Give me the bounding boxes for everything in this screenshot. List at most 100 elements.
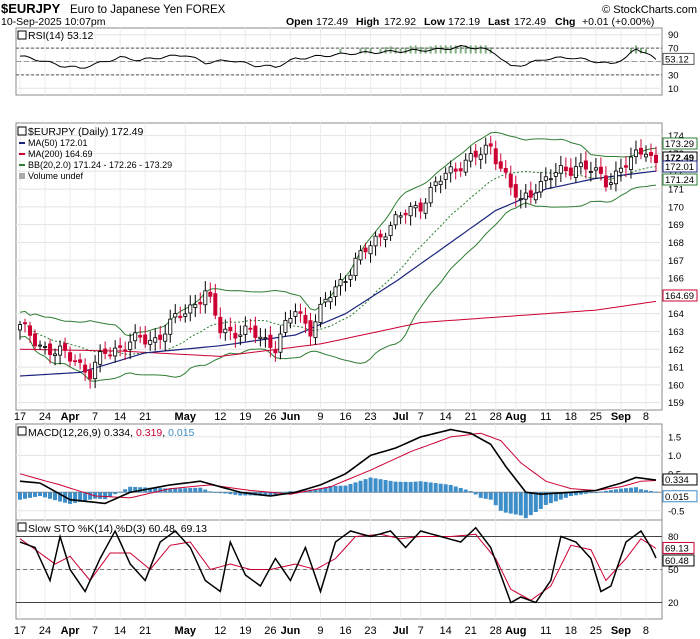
rsi-last-tag [662,52,695,65]
sto-tick-label: 80 [668,532,679,543]
macd-histogram-bar [398,481,403,493]
macd-histogram-bar [113,492,118,495]
candle-body [463,159,468,173]
candle-body [328,297,333,303]
date-axis-label: Aug [505,411,526,423]
candle-body [488,143,493,147]
symbol-title: $EURJPY [1,1,61,16]
sto-legend: Slow STO %K(14) %D(3) 60.48, 69.13 [17,522,207,535]
candle-body [158,334,163,340]
candle-body [478,154,483,160]
date-axis-label: 19 [239,411,251,423]
candle-body [648,152,653,156]
price-tick-label: 169 [668,220,684,231]
macd-histogram-bar [388,480,393,493]
svg-text:Slow STO %K(14) %D(3) 60.48, 6: Slow STO %K(14) %D(3) 60.48, 69.13 [28,523,207,535]
date-axis-label: 14 [440,625,452,637]
ma50-line [19,170,657,377]
price-tick-label: 174 [668,131,684,142]
candle-body [353,257,358,277]
candle-body [654,154,659,163]
candle-body [598,166,603,174]
candle-body [273,349,278,354]
candle-body [203,290,208,306]
macd-histogram-bar [223,492,228,494]
macd-histogram-bar [513,492,518,515]
price-last-tag [662,289,698,302]
svg-text:MACD(12,26,9) 0.334, 0.: MACD(12,26,9) 0.334, 0.319, 0.015 [28,427,195,439]
macd-histogram-bar [468,491,473,493]
candle-body [263,337,268,340]
date-axis-label: 11 [540,625,551,637]
candle-body [323,298,328,303]
macd-histogram-bar [628,487,633,493]
candle-body [108,354,113,357]
macd-histogram-bar [623,488,628,493]
macd-histogram-bar [193,487,198,493]
macd-histogram-bar [608,490,613,493]
price-tick-label: 170 [668,202,684,213]
date-axis-label: May [175,411,197,423]
candle-body [633,149,638,158]
date-axis-label: 28 [490,625,502,637]
macd-histogram-bar [183,488,188,493]
candle-body [233,332,238,339]
macd-histogram-bar [378,479,383,493]
candle-body [168,318,173,335]
macd-histogram-bar [213,492,218,493]
rsi-tick-label: 30 [668,70,679,81]
candle-body [493,148,498,165]
macd-histogram-bar [403,481,408,493]
macd-histogram-bar [263,492,268,496]
macd-histogram-bar [453,486,458,493]
rsi-legend: RSI(14) 53.12 [17,30,94,42]
candle-body [538,180,543,193]
sto-last-tag [662,541,695,554]
rsi-tick-label: 90 [668,30,679,41]
candle-body [408,206,413,217]
date-axis-label: 16 [339,625,351,637]
macd-histogram-bar [413,481,418,493]
date-axis-label: Aug [505,625,526,637]
date-axis-label: 25 [590,625,602,637]
candle-body [288,318,293,324]
macd-histogram-bar [228,492,233,495]
candle-body [143,334,148,345]
candle-body [383,236,388,241]
macd-histogram-bar [188,488,193,493]
candle-body [523,192,528,200]
date-axis-label: 12 [214,625,226,637]
macd-histogram-bar [638,489,643,493]
date-axis-label: 7 [92,625,98,637]
macd-histogram-bar [178,488,183,493]
macd-histogram-bar [338,485,343,493]
macd-histogram-bar [548,492,553,504]
date-axis-label: 7 [418,411,424,423]
macd-histogram-bar [173,488,178,493]
candle-body [583,160,588,170]
date-axis-label: 12 [214,411,226,423]
macd-histogram-bar [93,492,98,499]
date-axis-label: 8 [643,625,649,637]
candle-body [418,202,423,212]
candle-body [133,332,138,342]
macd-histogram-bar [128,486,133,493]
candle-body [358,250,363,261]
candle-body [83,364,88,373]
candle-body [513,184,518,198]
macd-histogram-bar [373,478,378,493]
candle-body [553,172,558,177]
svg-text:MA(200) 164.69: MA(200) 164.69 [28,149,93,159]
macd-histogram-bar [493,492,498,506]
candle-body [508,173,513,188]
candle-body [78,359,83,363]
chart-header: $EURJPY Euro to Japanese Yen FOREX © Sto… [1,1,697,28]
bollinger-middle-line [19,166,657,355]
macd-histogram-bar [553,492,558,502]
candle-body [593,167,598,171]
candle-body [63,343,68,351]
candle-body [448,166,453,174]
macd-histogram-bar [438,483,443,493]
macd-histogram-bar [538,492,543,509]
candle-body [563,166,568,172]
